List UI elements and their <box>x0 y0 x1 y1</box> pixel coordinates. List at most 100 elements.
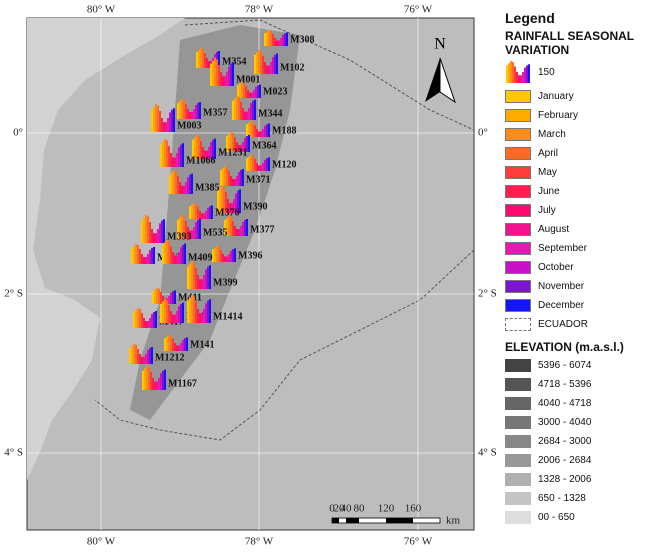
rain-bar <box>181 185 183 194</box>
rain-bar <box>228 66 230 86</box>
rain-bar <box>262 163 264 171</box>
rain-bar <box>264 159 266 171</box>
rain-bar <box>242 222 244 236</box>
rain-bar <box>268 30 270 46</box>
station: M1066 <box>160 139 215 167</box>
rain-bar <box>270 62 272 74</box>
rain-bar <box>160 144 162 167</box>
legend-row: 3000 - 4040 <box>505 413 643 432</box>
legend-label: May <box>538 167 557 178</box>
rain-bar <box>225 192 227 213</box>
rain-bar <box>214 58 216 86</box>
rain-bar <box>266 65 268 74</box>
legend-label: 5396 - 6074 <box>538 360 592 371</box>
axis-label: 78° W <box>245 536 274 548</box>
legend-label: March <box>538 129 566 140</box>
rain-bar <box>164 242 166 264</box>
rain-bar <box>154 289 156 304</box>
rain-bar <box>238 172 240 186</box>
rain-bar <box>218 65 220 86</box>
rain-bar <box>199 279 201 289</box>
rain-bar <box>183 185 185 194</box>
rain-bar <box>183 100 185 119</box>
rain-bar <box>250 155 252 171</box>
rain-bar <box>181 215 183 239</box>
rain-bar <box>172 252 174 264</box>
rain-bar <box>284 33 286 46</box>
rain-bar <box>209 265 211 289</box>
rain-bar <box>248 156 250 171</box>
rain-bar <box>244 111 246 120</box>
rain-bar <box>146 366 148 390</box>
sample-label: 150 <box>538 66 555 78</box>
rain-bar <box>154 381 156 390</box>
legend-label: 2684 - 3000 <box>538 436 592 447</box>
rain-bar <box>149 348 151 364</box>
rain-bar <box>206 58 208 68</box>
rain-bar <box>157 105 159 132</box>
rain-bar <box>151 347 153 364</box>
rain-bar <box>139 309 141 328</box>
sample-icon <box>506 61 530 83</box>
rain-bar <box>189 297 191 323</box>
legend-swatch <box>505 511 531 524</box>
rain-bar <box>145 215 147 243</box>
legend-row: 4040 - 4718 <box>505 394 643 413</box>
rain-bar <box>189 112 191 119</box>
rain-bar <box>151 248 153 264</box>
legend-label: June <box>538 186 560 197</box>
rain-bar <box>179 182 181 194</box>
rain-bar <box>252 155 254 171</box>
axis-label: 76° W <box>404 536 433 548</box>
rain-bar <box>234 98 236 120</box>
station: M023 <box>237 82 287 98</box>
rain-bar <box>256 52 258 74</box>
rain-bar <box>195 268 197 289</box>
rain-bar <box>174 290 176 304</box>
rain-bar <box>162 244 164 264</box>
rain-bar <box>180 247 182 264</box>
rain-bar <box>155 233 157 243</box>
rain-bar <box>187 109 189 119</box>
rain-bar <box>206 150 208 159</box>
rain-bar <box>228 171 230 186</box>
rain-bar <box>172 314 174 323</box>
north-arrow: N <box>425 36 456 104</box>
rain-bar <box>258 131 260 137</box>
axis-label: 80° W <box>87 536 116 548</box>
rain-bar <box>236 142 238 152</box>
station-label: M535 <box>203 227 227 238</box>
rain-bar <box>171 109 173 132</box>
rain-bar <box>156 288 158 304</box>
rain-bar <box>151 109 153 132</box>
station: M308 <box>264 30 314 46</box>
rain-bar <box>208 147 210 159</box>
rain-bar <box>238 145 240 152</box>
rain-bar <box>181 99 183 119</box>
station-label: M390 <box>243 201 267 212</box>
station-label: M371 <box>246 174 270 185</box>
rain-bar <box>229 203 231 213</box>
rain-bar <box>270 30 272 46</box>
rain-bar <box>259 84 261 98</box>
rain-bar <box>254 99 256 120</box>
rain-bar <box>522 72 524 83</box>
rain-bar <box>230 132 232 152</box>
station: M1414 <box>187 295 242 323</box>
station-label: M385 <box>195 182 219 193</box>
rain-bar <box>197 207 199 219</box>
legend-swatch <box>505 435 531 448</box>
rain-bar <box>257 85 259 98</box>
map: 80° W 80° W 78° W 78° W 76° W 76° W 0° 0° 2° S 2°… <box>4 4 497 548</box>
scale-label: 160 <box>405 503 422 515</box>
legend-row: October <box>505 258 643 277</box>
rain-bar <box>164 338 166 351</box>
rain-bar <box>242 108 244 120</box>
rain-bar <box>147 216 149 243</box>
rain-bar <box>239 83 241 98</box>
rain-bar <box>199 211 201 219</box>
station-label: M1231 <box>218 147 247 158</box>
rain-bar <box>268 157 270 171</box>
rain-bar <box>506 65 508 83</box>
rain-bar <box>264 33 266 46</box>
